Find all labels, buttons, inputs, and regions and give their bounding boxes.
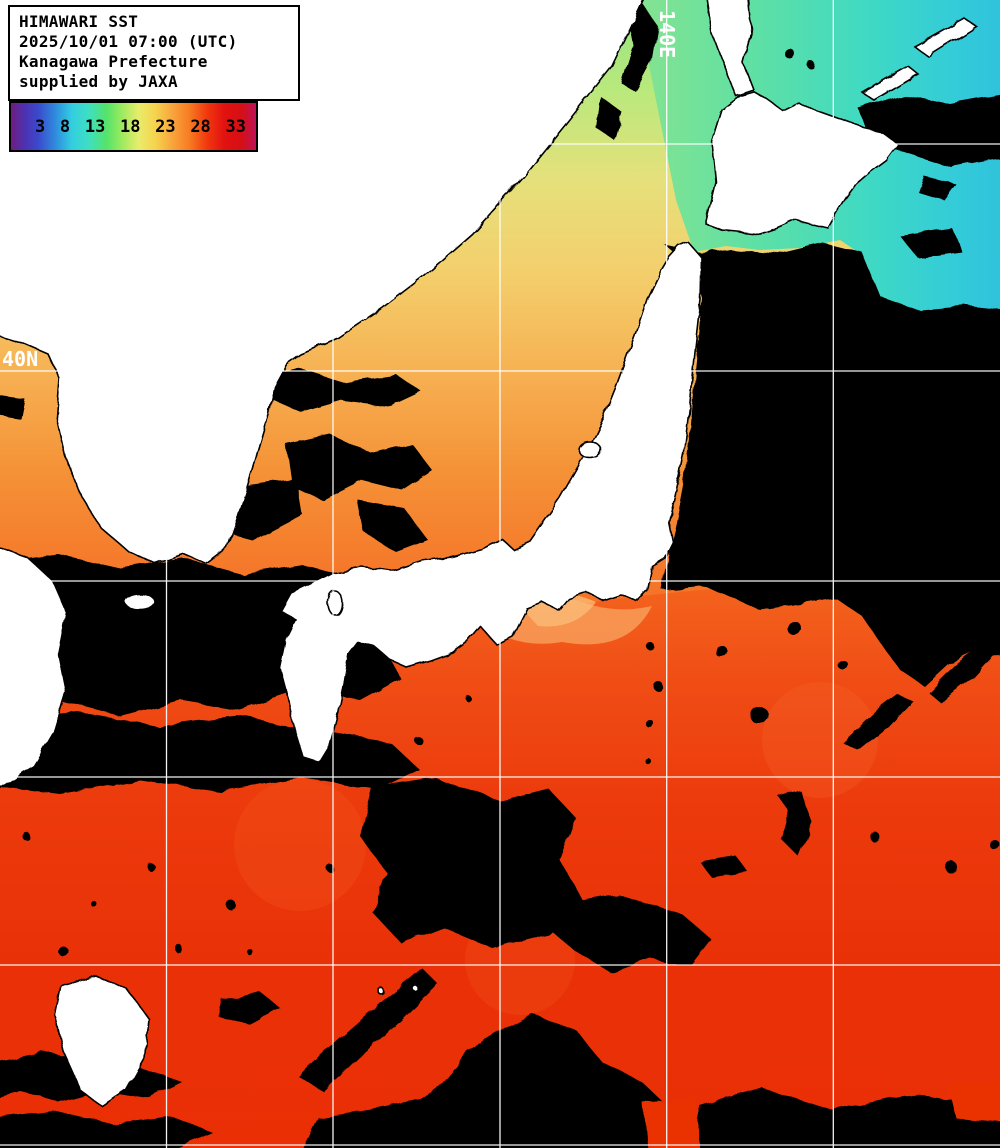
land-kuril-1 xyxy=(912,17,978,57)
map-region: Kanagawa Prefecture xyxy=(19,52,208,71)
colorbar-tick: 28 xyxy=(190,116,211,137)
land-islet-2 xyxy=(410,983,418,991)
land-sakhalin xyxy=(706,0,756,97)
colorbar-tick: 23 xyxy=(155,116,176,137)
land-sado xyxy=(578,441,602,459)
land-jeju xyxy=(124,593,156,611)
land-honshu-shikoku-kyushu xyxy=(279,241,703,763)
colorbar-tick: 18 xyxy=(120,116,141,137)
land-tsushima xyxy=(327,590,343,616)
land-islet-1 xyxy=(376,986,384,994)
colorbar-tick: 13 xyxy=(84,116,106,137)
land-china-coast xyxy=(0,547,67,790)
map-header-box: HIMAWARI SST 2025/10/01 07:00 (UTC) Kana… xyxy=(8,5,300,101)
map-title: HIMAWARI SST xyxy=(19,12,139,31)
latitude-label-40n: 40N xyxy=(2,347,38,371)
sst-colorbar: 3 8 13 18 23 28 33 xyxy=(9,101,258,152)
colorbar-tick: 3 xyxy=(35,116,46,137)
sst-colorbar-ticks: 3 8 13 18 23 28 33 xyxy=(11,103,256,150)
map-datetime: 2025/10/01 07:00 (UTC) xyxy=(19,32,238,51)
longitude-label-140e: 140E xyxy=(655,10,679,58)
colorbar-tick: 8 xyxy=(59,116,71,137)
land-kuril-2 xyxy=(860,65,920,101)
land-taiwan xyxy=(55,975,149,1107)
map-credit: supplied by JAXA xyxy=(19,72,178,91)
colorbar-tick: 33 xyxy=(225,116,246,137)
